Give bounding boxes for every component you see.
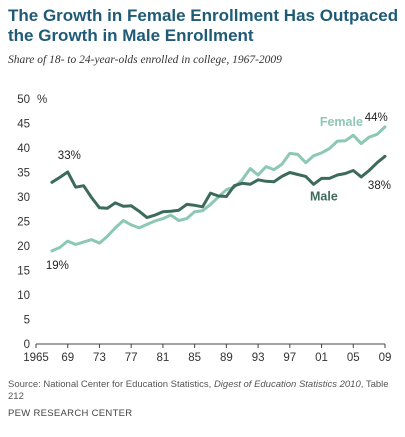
data-label: 33%: [58, 150, 81, 162]
y-tick-label: 0: [24, 339, 30, 351]
source-suffix: , Table 212: [8, 379, 389, 402]
y-tick-label: 45: [17, 119, 30, 131]
source-prefix: Source: National Center for Education St…: [8, 379, 214, 390]
y-tick-label: 10: [17, 290, 30, 302]
organization-name: PEW RESEARCH CENTER: [8, 408, 133, 419]
series-line-male: [50, 154, 387, 220]
y-unit-label: %: [37, 94, 47, 106]
x-tick-label: 09: [379, 352, 392, 364]
y-tick-label: 15: [17, 266, 30, 278]
x-tick-label: 81: [157, 352, 170, 364]
y-tick-label: 30: [17, 192, 30, 204]
data-label: 44%: [365, 112, 388, 124]
y-tick-label: 5: [24, 315, 30, 327]
x-tick-label: 69: [61, 352, 74, 364]
x-tick-label: 01: [315, 352, 328, 364]
series-label-male: Male: [310, 189, 338, 203]
y-tick-label: 35: [17, 168, 30, 180]
x-tick-label: 97: [283, 352, 296, 364]
x-tick-label: 73: [93, 352, 106, 364]
chart-title: The Growth in Female Enrollment Has Outp…: [8, 6, 399, 45]
x-tick-label: 77: [125, 352, 138, 364]
source-publication: Digest of Education Statistics 2010: [213, 379, 361, 390]
x-tick-label: 93: [252, 352, 265, 364]
series-label-female: Female: [320, 115, 363, 129]
source-note: Source: National Center for Education St…: [8, 379, 403, 403]
x-tick-label: 85: [188, 352, 201, 364]
x-tick-label: 05: [347, 352, 360, 364]
y-tick-label: 25: [17, 217, 30, 229]
x-tick-label: 89: [220, 352, 233, 364]
chart-subtitle: Share of 18- to 24-year-olds enrolled in…: [8, 54, 282, 66]
data-label: 38%: [368, 180, 391, 192]
x-tick-label: 1965: [23, 352, 49, 364]
data-label: 19%: [46, 260, 69, 272]
y-tick-label: 20: [17, 241, 30, 253]
y-tick-label: 50: [17, 94, 30, 106]
y-tick-label: 40: [17, 143, 30, 155]
